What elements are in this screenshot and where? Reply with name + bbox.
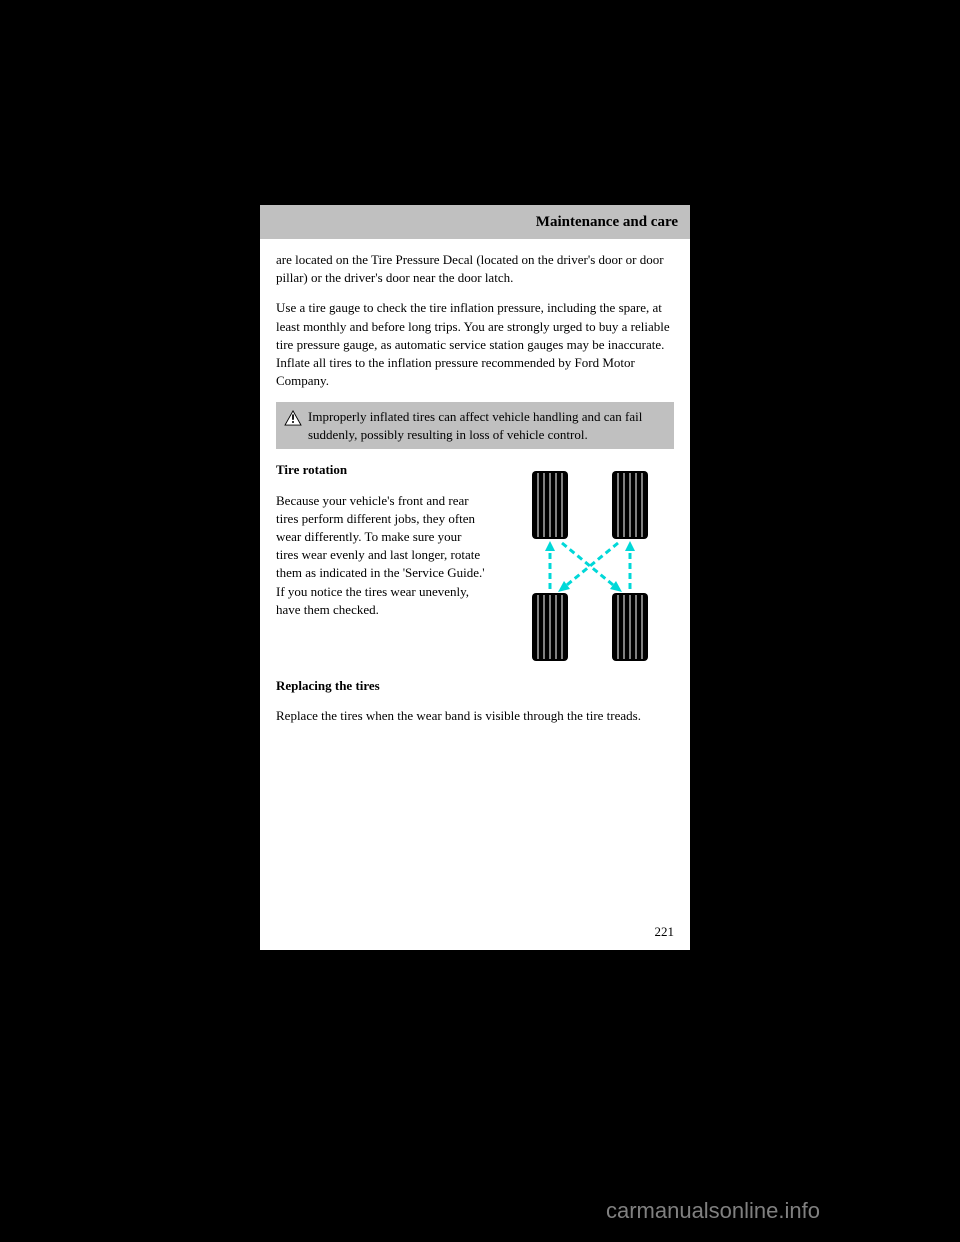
manual-page: Maintenance and care are located on the … [260,205,690,950]
replacing-heading: Replacing the tires [276,677,674,695]
paragraph-intro: are located on the Tire Pressure Decal (… [276,251,674,287]
watermark: carmanualsonline.info [606,1198,820,1224]
tire-rotation-text: Tire rotation Because your vehicle's fro… [276,461,486,676]
tire-rotation-svg [494,461,674,671]
page-number: 221 [655,924,675,940]
tire-rotation-body: Because your vehicle's front and rear ti… [276,492,486,619]
page-content: are located on the Tire Pressure Decal (… [260,239,690,749]
warning-callout: Improperly inflated tires can affect veh… [276,402,674,449]
tire-rotation-diagram [494,461,674,676]
warning-text: Improperly inflated tires can affect veh… [308,408,666,443]
tire-rotation-section: Tire rotation Because your vehicle's fro… [276,461,674,676]
paragraph-gauge: Use a tire gauge to check the tire infla… [276,299,674,390]
section-header: Maintenance and care [260,205,690,239]
replacing-body: Replace the tires when the wear band is … [276,707,674,725]
tire-rotation-heading: Tire rotation [276,461,486,479]
section-title: Maintenance and care [536,214,678,230]
warning-icon [284,410,302,426]
